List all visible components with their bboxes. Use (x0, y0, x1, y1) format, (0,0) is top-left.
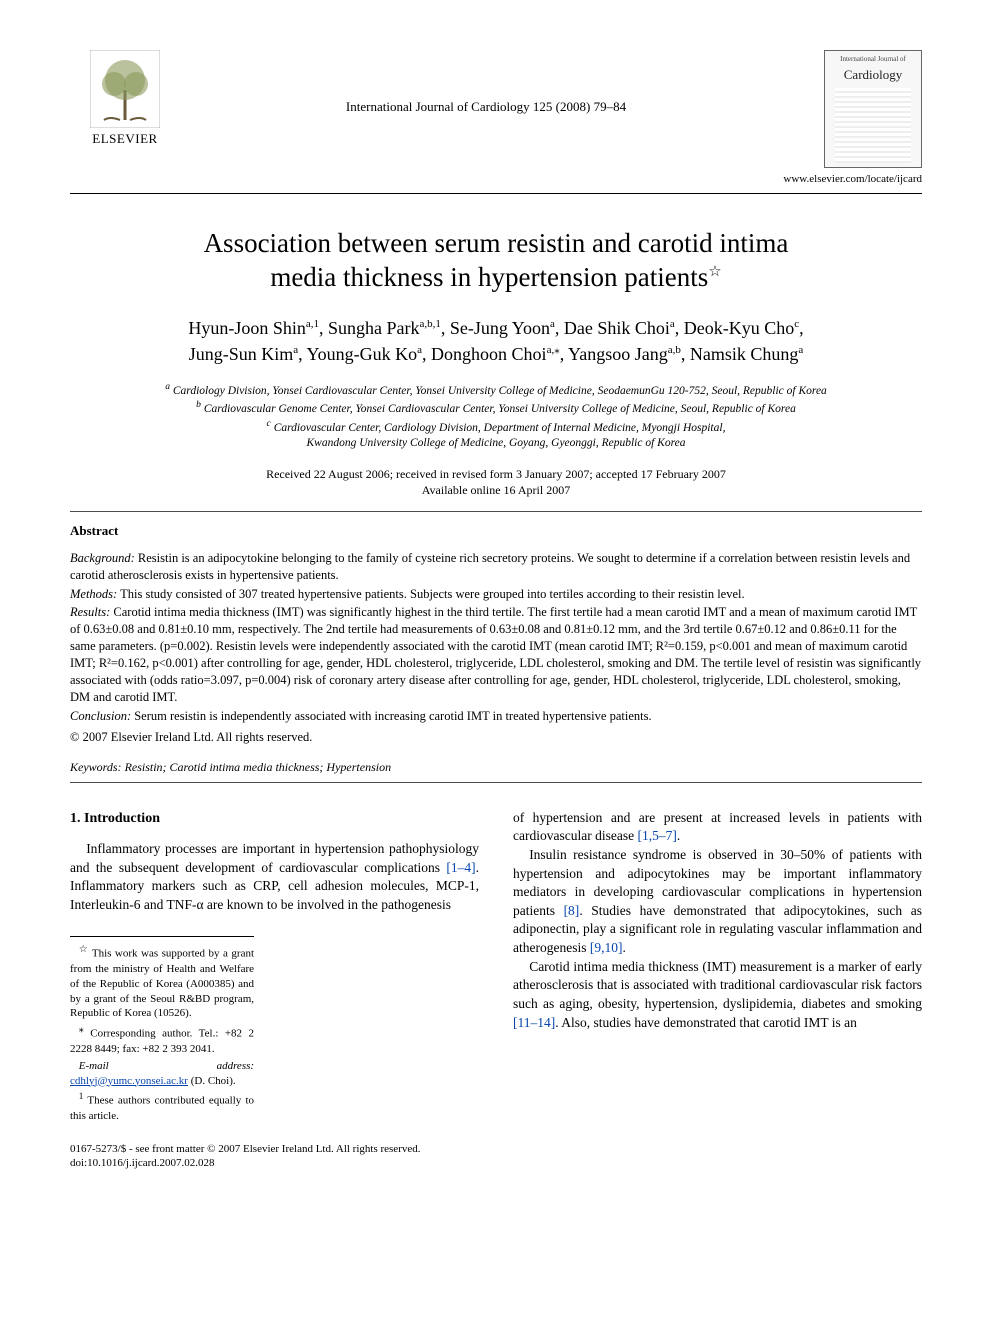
author-4: Dae Shik Choi (564, 318, 670, 338)
author-2-aff: a,b,1 (420, 318, 441, 330)
copyright: © 2007 Elsevier Ireland Ltd. All rights … (70, 729, 922, 746)
intro-para-3: Carotid intima media thickness (IMT) mea… (513, 958, 922, 1033)
authors: Hyun-Joon Shina,1, Sungha Parka,b,1, Se-… (70, 315, 922, 367)
ref-link-1-4[interactable]: [1–4] (446, 860, 475, 875)
footnote-equal-contrib: 1 These authors contributed equally to t… (70, 1090, 254, 1123)
affiliation-c-line1: Cardiovascular Center, Cardiology Divisi… (274, 422, 726, 434)
author-6: Jung-Sun Kim (189, 344, 294, 364)
publisher-block: ELSEVIER (70, 50, 180, 148)
abstract-results: Results: Carotid intima media thickness … (70, 604, 922, 705)
author-8-aff: a,⁎ (547, 344, 560, 356)
dates-received: Received 22 August 2006; received in rev… (266, 467, 726, 481)
abstract-methods: Methods: This study consisted of 307 tre… (70, 586, 922, 603)
author-7: Young-Guk Ko (306, 344, 417, 364)
dates-online: Available online 16 April 2007 (422, 483, 570, 497)
affiliation-b: Cardiovascular Genome Center, Yonsei Car… (204, 403, 796, 415)
header-rule (70, 193, 922, 194)
front-matter-line: 0167-5273/$ - see front matter © 2007 El… (70, 1143, 421, 1155)
ref-link-11-14[interactable]: [11–14] (513, 1015, 555, 1030)
corresponding-asterisk-icon: ⁎ (79, 1024, 84, 1035)
abstract-top-rule (70, 511, 922, 512)
keywords: Keywords: Resistin; Carotid intima media… (70, 759, 922, 775)
footnotes: ☆ This work was supported by a grant fro… (70, 936, 254, 1123)
keywords-label: Keywords: (70, 760, 122, 774)
author-10: Namsik Chung (690, 344, 799, 364)
abstract-heading: Abstract (70, 522, 922, 540)
journal-cover-thumbnail: International Journal of Cardiology (824, 50, 922, 168)
journal-cover-smallline: International Journal of (840, 55, 906, 64)
left-column: 1. Introduction Inflammatory processes a… (70, 809, 479, 1126)
ref-link-8[interactable]: [8] (564, 903, 580, 918)
doi-block: 0167-5273/$ - see front matter © 2007 El… (70, 1142, 922, 1171)
author-1: Hyun-Joon Shin (188, 318, 306, 338)
footnote-funding: ☆ This work was supported by a grant fro… (70, 943, 254, 1021)
paper-title: Association between serum resistin and c… (70, 226, 922, 295)
author-1-aff: a,1 (306, 318, 319, 330)
journal-reference: International Journal of Cardiology 125 … (180, 50, 792, 116)
title-block: Association between serum resistin and c… (70, 226, 922, 295)
footnote-corresponding: ⁎ Corresponding author. Tel.: +82 2 2228… (70, 1023, 254, 1056)
publisher-name: ELSEVIER (92, 130, 157, 148)
affiliation-c-line2: Kwandong University College of Medicine,… (306, 437, 685, 449)
journal-cover-title: Cardiology (844, 66, 903, 84)
abstract-bottom-rule (70, 782, 922, 783)
journal-cover-art (835, 88, 911, 163)
ref-link-9-10[interactable]: [9,10] (590, 940, 623, 955)
affiliations: a Cardiology Division, Yonsei Cardiovasc… (70, 381, 922, 452)
corresponding-email-link[interactable]: cdhlyj@yumc.yonsei.ac.kr (70, 1075, 188, 1087)
abstract-body: Background: Resistin is an adipocytokine… (70, 550, 922, 746)
keywords-list: Resistin; Carotid intima media thickness… (122, 760, 392, 774)
author-3: Se-Jung Yoon (450, 318, 550, 338)
title-line-2: media thickness in hypertension patients (270, 262, 708, 292)
journal-cover-block: International Journal of Cardiology www.… (792, 50, 922, 187)
funding-star-icon: ☆ (79, 944, 89, 955)
intro-para-1-cont: of hypertension and are present at incre… (513, 809, 922, 846)
doi: doi:10.1016/j.ijcard.2007.02.028 (70, 1157, 215, 1169)
author-9-aff: a,b (668, 344, 681, 356)
author-5: Deok-Kyu Cho (684, 318, 795, 338)
title-line-1: Association between serum resistin and c… (204, 228, 789, 258)
footnote-email: E-mail address: cdhlyj@yumc.yonsei.ac.kr… (70, 1059, 254, 1089)
author-9: Yangsoo Jang (568, 344, 668, 364)
right-column: of hypertension and are present at incre… (513, 809, 922, 1126)
abstract-conclusion: Conclusion: Serum resistin is independen… (70, 708, 922, 725)
ref-link-1-5-7[interactable]: [1,5–7] (637, 828, 676, 843)
abstract-background: Background: Resistin is an adipocytokine… (70, 550, 922, 584)
intro-para-1: Inflammatory processes are important in … (70, 840, 479, 915)
author-10-aff: a (798, 344, 803, 356)
intro-para-2: Insulin resistance syndrome is observed … (513, 846, 922, 958)
author-2: Sungha Park (328, 318, 420, 338)
journal-url[interactable]: www.elsevier.com/locate/ijcard (783, 172, 922, 187)
author-8: Donghoon Choi (431, 344, 547, 364)
article-dates: Received 22 August 2006; received in rev… (70, 466, 922, 500)
body-columns: 1. Introduction Inflammatory processes a… (70, 809, 922, 1126)
affiliation-a: Cardiology Division, Yonsei Cardiovascul… (173, 385, 827, 397)
page-header: ELSEVIER International Journal of Cardio… (70, 50, 922, 187)
elsevier-tree-logo (90, 50, 160, 128)
title-footnote-star: ☆ (708, 264, 721, 280)
section-1-heading: 1. Introduction (70, 809, 479, 828)
